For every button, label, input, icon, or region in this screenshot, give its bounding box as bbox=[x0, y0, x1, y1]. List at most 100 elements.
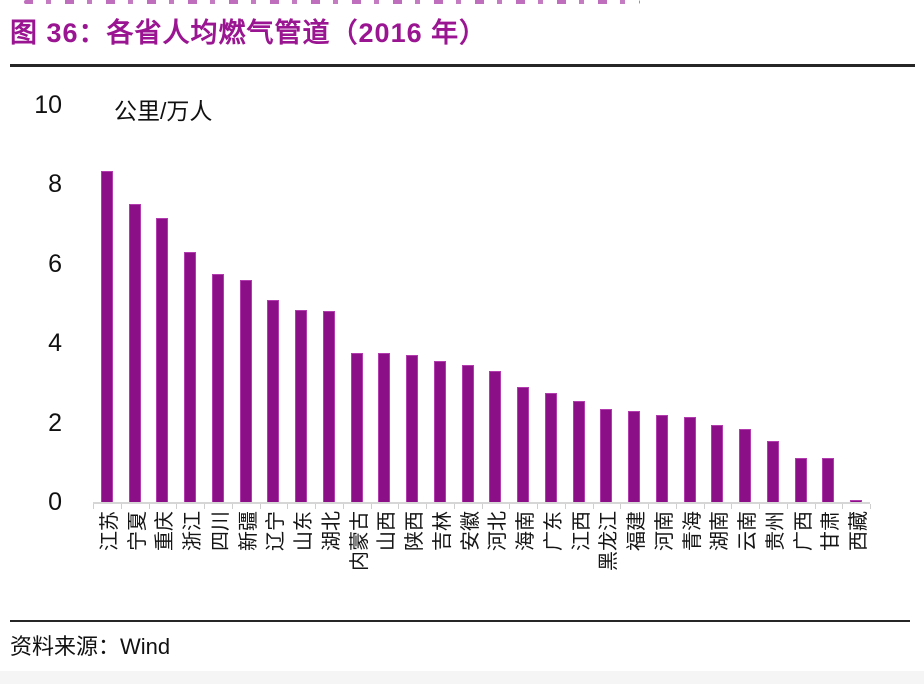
bar-江苏 bbox=[100, 170, 113, 502]
y-tick-label: 6 bbox=[48, 249, 62, 278]
x-axis-tick bbox=[287, 504, 289, 509]
x-label-云南: 云南 bbox=[737, 511, 760, 551]
x-axis-tick bbox=[509, 504, 511, 509]
bar-海南 bbox=[517, 386, 530, 502]
x-axis-tick bbox=[537, 504, 538, 509]
x-label-河南: 河南 bbox=[653, 511, 676, 551]
x-axis-tick bbox=[231, 504, 233, 509]
bar-吉林 bbox=[433, 361, 446, 502]
x-label-吉林: 吉林 bbox=[431, 511, 454, 551]
x-axis-tick bbox=[176, 504, 178, 509]
x-axis-tick bbox=[342, 504, 344, 509]
bar-内蒙古 bbox=[350, 353, 363, 502]
x-axis-tick bbox=[814, 504, 816, 509]
x-label-江苏: 江苏 bbox=[98, 511, 121, 551]
x-label-湖南: 湖南 bbox=[709, 511, 732, 551]
x-label-四川: 四川 bbox=[209, 511, 232, 551]
x-label-内蒙古: 内蒙古 bbox=[348, 511, 371, 571]
y-tick-label: 4 bbox=[48, 329, 62, 358]
x-axis-tick bbox=[204, 504, 205, 509]
x-axis-tick bbox=[675, 504, 677, 509]
x-label-广东: 广东 bbox=[542, 511, 565, 551]
x-axis-tick bbox=[398, 504, 400, 509]
bar-安徽 bbox=[461, 365, 474, 502]
x-axis-tick bbox=[592, 504, 594, 509]
x-label-新疆: 新疆 bbox=[237, 511, 260, 551]
y-tick-label: 10 bbox=[34, 91, 62, 119]
bar-青海 bbox=[683, 416, 696, 502]
bar-黑龙江 bbox=[600, 408, 613, 502]
x-label-贵州: 贵州 bbox=[764, 511, 787, 551]
x-label-江西: 江西 bbox=[570, 511, 593, 551]
x-label-甘肃: 甘肃 bbox=[820, 511, 843, 551]
x-axis-tick bbox=[120, 504, 122, 509]
x-axis-tick bbox=[564, 504, 566, 509]
bar-广西 bbox=[794, 458, 807, 502]
bar-云南 bbox=[739, 428, 752, 502]
bar-宁夏 bbox=[128, 204, 141, 502]
x-axis-tick bbox=[315, 504, 316, 509]
x-axis-tick bbox=[481, 504, 483, 509]
x-label-黑龙江: 黑龙江 bbox=[598, 511, 621, 571]
x-axis-tick bbox=[370, 504, 372, 509]
source-note: 资料来源：Wind bbox=[10, 634, 171, 659]
x-axis-tick bbox=[731, 504, 733, 509]
y-tick-label: 0 bbox=[48, 488, 62, 516]
title-divider bbox=[10, 64, 915, 67]
x-axis-labels: 江苏 宁夏 重庆 浙江 四川 新疆 辽宁 山东 湖北 内蒙古 山西 陕西 吉林 安徽 河北 海南 广东 江西 黑龙江… bbox=[93, 509, 870, 619]
x-axis-tick bbox=[620, 504, 622, 509]
x-label-福建: 福建 bbox=[626, 511, 649, 551]
x-axis-tick bbox=[786, 504, 788, 509]
plot-area bbox=[93, 105, 871, 509]
x-axis-tick bbox=[259, 504, 261, 509]
x-label-河北: 河北 bbox=[487, 511, 510, 551]
bar-河南 bbox=[655, 414, 668, 502]
bar-湖南 bbox=[711, 424, 724, 502]
x-label-广西: 广西 bbox=[792, 511, 815, 551]
bar-广东 bbox=[544, 392, 557, 502]
bar-河北 bbox=[489, 371, 502, 502]
x-axis-tick bbox=[648, 504, 649, 509]
x-axis-tick bbox=[453, 504, 455, 509]
bar-陕西 bbox=[406, 355, 419, 502]
x-axis-tick bbox=[842, 504, 844, 509]
x-label-宁夏: 宁夏 bbox=[126, 511, 149, 551]
cropped-text-artifact bbox=[24, 0, 640, 4]
x-axis-tick bbox=[426, 504, 427, 509]
bar-重庆 bbox=[156, 218, 169, 502]
y-axis-unit-label: 公里/万人 bbox=[114, 98, 213, 124]
bar-甘肃 bbox=[822, 458, 835, 502]
y-tick-label: 2 bbox=[48, 408, 62, 437]
x-label-安徽: 安徽 bbox=[459, 511, 482, 551]
bar-江西 bbox=[572, 400, 585, 502]
figure-title: 图 36：各省人均燃气管道（2016 年） bbox=[10, 18, 488, 48]
bar-山东 bbox=[295, 309, 308, 502]
bar-西藏 bbox=[850, 500, 863, 502]
x-label-山东: 山东 bbox=[293, 511, 316, 551]
bar-山西 bbox=[378, 353, 391, 502]
x-label-陕西: 陕西 bbox=[404, 511, 427, 551]
x-label-浙江: 浙江 bbox=[182, 511, 205, 551]
x-label-重庆: 重庆 bbox=[154, 511, 177, 551]
y-tick-label: 8 bbox=[48, 170, 62, 199]
bar-新疆 bbox=[239, 279, 252, 502]
bar-辽宁 bbox=[267, 299, 280, 502]
x-label-山西: 山西 bbox=[376, 511, 399, 551]
page-bottom-strip bbox=[0, 671, 924, 684]
x-axis-tick bbox=[870, 504, 871, 509]
x-label-西藏: 西藏 bbox=[848, 511, 871, 551]
bar-湖北 bbox=[322, 311, 335, 502]
bar-四川 bbox=[211, 273, 224, 502]
x-label-海南: 海南 bbox=[515, 511, 538, 551]
x-label-湖北: 湖北 bbox=[320, 511, 343, 551]
x-axis-tick bbox=[148, 504, 150, 509]
footer-divider bbox=[10, 620, 910, 622]
x-label-辽宁: 辽宁 bbox=[265, 511, 288, 551]
x-axis-tick bbox=[703, 504, 705, 509]
x-label-青海: 青海 bbox=[681, 511, 704, 551]
bar-浙江 bbox=[184, 251, 197, 502]
x-axis-tick bbox=[93, 504, 94, 509]
bar-贵州 bbox=[766, 440, 779, 502]
x-axis-tick bbox=[759, 504, 760, 509]
